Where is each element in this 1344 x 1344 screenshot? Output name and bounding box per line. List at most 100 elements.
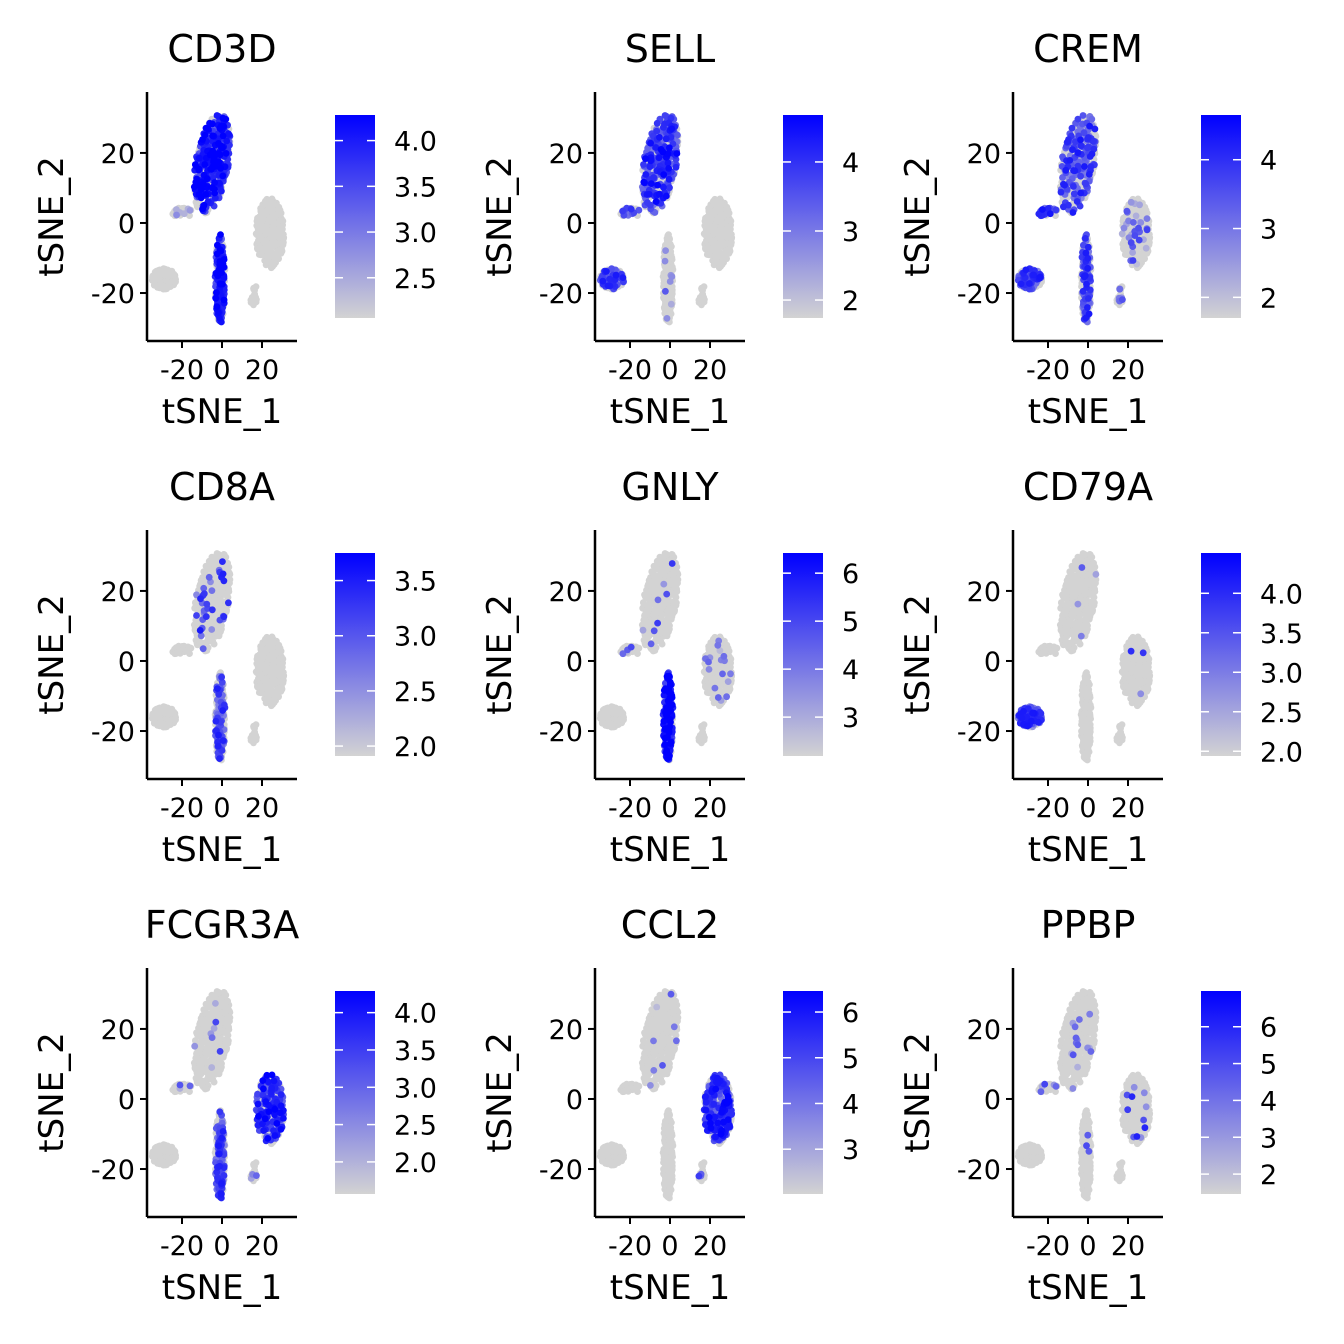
- cell-point: [1057, 188, 1065, 196]
- cell-point: [219, 737, 227, 744]
- cell-point: [645, 191, 653, 198]
- cell-point: [1143, 226, 1151, 234]
- cell-point: [154, 720, 161, 728]
- cell-point: [663, 315, 671, 322]
- cell-point: [265, 200, 273, 208]
- x-tick-label: 20: [245, 355, 279, 386]
- y-tick-label: -20: [957, 279, 1001, 310]
- cell-point: [260, 215, 268, 223]
- legend-tick-label: 2.0: [394, 732, 437, 763]
- cell-point: [660, 171, 668, 179]
- cell-point: [154, 282, 161, 290]
- cell-point: [1026, 280, 1033, 287]
- cell-point: [205, 573, 213, 581]
- y-tick-label: 0: [118, 647, 135, 678]
- cell-point: [165, 267, 172, 274]
- cell-point: [208, 553, 216, 561]
- cell-point: [1116, 285, 1124, 293]
- legend-tick-label: 3.5: [394, 567, 437, 598]
- cell-point: [269, 661, 277, 669]
- cell-point: [209, 120, 216, 128]
- cell-point: [640, 178, 648, 186]
- cell-point: [1119, 296, 1126, 303]
- cell-point: [202, 613, 210, 620]
- cell-point: [219, 280, 226, 288]
- cell-point: [1120, 245, 1127, 252]
- x-tick-label: 20: [245, 793, 279, 824]
- cell-point: [665, 165, 673, 172]
- cell-point: [269, 223, 277, 231]
- cell-point: [260, 653, 268, 661]
- cell-point: [656, 190, 663, 198]
- cell-point: [1081, 273, 1088, 281]
- cell-point: [225, 585, 233, 593]
- cell-point: [603, 268, 610, 275]
- cell-point: [1129, 249, 1136, 256]
- cell-point: [173, 211, 181, 219]
- cell-point: [208, 587, 216, 594]
- cell-point: [215, 626, 223, 634]
- cell-point: [647, 139, 654, 147]
- y-tick-label: 0: [984, 209, 1001, 240]
- cell-point: [718, 251, 725, 259]
- cell-point: [263, 257, 270, 265]
- cell-point: [213, 289, 220, 297]
- cell-point: [1066, 157, 1074, 164]
- cell-point: [160, 720, 167, 728]
- cell-point: [203, 600, 211, 608]
- cell-point: [258, 224, 266, 232]
- cell-point: [619, 207, 626, 215]
- cell-point: [1142, 244, 1150, 252]
- cell-point: [647, 180, 655, 188]
- cell-point: [1088, 150, 1096, 158]
- cell-point: [1132, 212, 1140, 220]
- y-tick-label: -20: [91, 279, 135, 310]
- cell-point: [666, 264, 674, 272]
- cell-point: [170, 270, 178, 278]
- cell-point: [197, 595, 204, 603]
- cell-point: [214, 685, 221, 692]
- cell-point: [215, 731, 222, 739]
- cell-point: [270, 689, 277, 697]
- color-legend-bar: [335, 115, 375, 318]
- cell-point: [1082, 235, 1089, 242]
- cell-point: [206, 151, 214, 159]
- cell-point: [1036, 273, 1044, 281]
- cell-point: [210, 158, 217, 166]
- cell-point: [216, 755, 223, 762]
- cell-point: [1064, 138, 1072, 146]
- cell-point: [212, 717, 220, 725]
- cell-point: [668, 125, 676, 133]
- cell-point: [1081, 163, 1088, 170]
- y-tick-label: 20: [549, 139, 583, 170]
- y-tick-label: 20: [101, 577, 135, 608]
- cell-point: [1052, 206, 1060, 214]
- cell-point: [665, 176, 673, 183]
- cell-point: [656, 134, 663, 141]
- cell-point: [672, 163, 680, 171]
- cell-point: [217, 165, 225, 172]
- cell-point: [279, 217, 287, 225]
- y-tick-label: 0: [118, 209, 135, 240]
- cell-point: [208, 606, 216, 614]
- cell-point: [196, 627, 204, 634]
- x-axis-label: tSNE_1: [610, 392, 730, 432]
- cell-point: [653, 127, 661, 135]
- cell-point: [668, 273, 676, 280]
- cell-point: [208, 184, 216, 192]
- cell-point: [254, 683, 261, 690]
- x-tick-label: -20: [160, 793, 204, 824]
- cell-point: [202, 124, 210, 132]
- points: [148, 550, 288, 764]
- cell-point: [203, 175, 211, 183]
- cell-point: [655, 154, 663, 162]
- cell-point: [1074, 149, 1082, 157]
- cell-point: [660, 183, 667, 191]
- cell-point: [1135, 236, 1143, 244]
- cell-point: [214, 742, 222, 750]
- cell-point: [250, 285, 258, 293]
- cell-point: [186, 207, 194, 214]
